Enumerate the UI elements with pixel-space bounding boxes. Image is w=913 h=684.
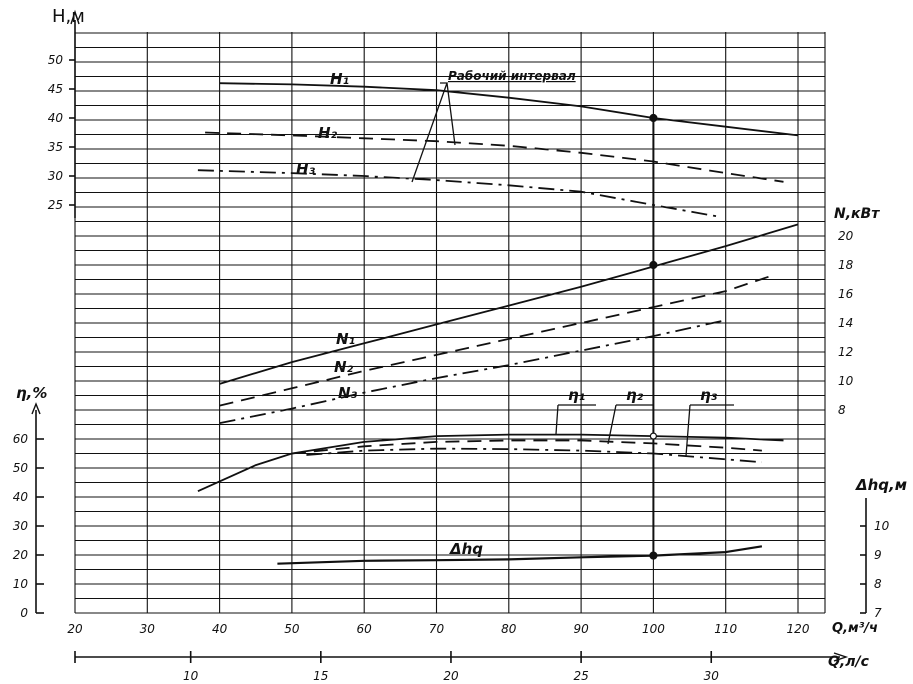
working-interval-pointer [411,82,456,183]
tick-label-h-50: 50 [48,53,64,67]
tick-label-x-50: 50 [284,622,300,636]
series-label-N3: N₃ [338,384,358,402]
tick-label-h-45: 45 [48,82,63,96]
axis-title-dh: Δhq,м [855,476,907,494]
operating-point-marker [649,113,658,123]
series-label-eta3: η₃ [700,386,718,404]
series-label-N1: N₁ [336,330,355,348]
tick-label-dh-7: 7 [874,606,882,620]
tick-label-eta-60: 60 [13,432,29,446]
tick-label-n-10: 10 [838,374,854,388]
tick-label-x-20: 20 [67,622,83,636]
axis-title-eta: η,% [16,384,47,402]
curve-eta3 [306,447,762,464]
tick-label-x2-15: 15 [313,669,328,683]
tick-label-eta-20: 20 [13,548,29,562]
tick-label-h-25: 25 [48,198,63,212]
tick-label-eta-40: 40 [13,490,29,504]
tick-label-x2-10: 10 [183,669,199,683]
tick-label-h-40: 40 [48,111,64,125]
tick-label-x2-30: 30 [704,669,720,683]
tick-label-x-100: 100 [642,622,665,636]
tick-label-dh-10: 10 [874,519,890,533]
tick-label-eta-50: 50 [13,461,29,475]
axis-title-h: Н,м [52,6,85,27]
axis-title-x2: Q,л/с [828,654,870,670]
curve-eta2 [291,439,762,455]
tick-label-n-16: 16 [838,287,854,301]
operating-point-marker [649,432,658,440]
series-label-eta2: η₂ [626,386,644,404]
axis-x2-arrow [833,652,849,662]
tick-label-x-60: 60 [357,622,373,636]
tick-label-n-14: 14 [838,316,853,330]
tick-label-eta-10: 10 [13,577,29,591]
series-label-H1: H₁ [330,70,349,88]
tick-label-x-120: 120 [787,622,810,636]
curve-H3 [197,169,719,218]
axes: 25 30 35 40 45 50 0 10 20 30 40 50 60 8 10 12 14 16 18 20 7 8… [13,9,890,683]
tick-label-n-20: 20 [838,229,854,243]
eta-leader-1 [555,404,596,435]
series-label-eta1: η₁ [568,386,585,404]
grid [74,32,826,614]
tick-label-dh-9: 9 [874,548,882,562]
operating-point-marker [649,551,658,560]
tick-label-x-110: 110 [714,622,737,636]
tick-label-x2-20: 20 [443,669,459,683]
eta-leader-2 [607,404,654,445]
annotation-working-range: Рабочий интервал [448,69,576,83]
tick-label-eta-30: 30 [13,519,29,533]
tick-label-dh-8: 8 [874,577,882,591]
curve-eta1 [197,433,784,493]
eta-leader-3 [685,404,734,457]
tick-label-x-30: 30 [140,622,156,636]
series-label-H2: H₂ [318,124,338,142]
tick-label-x-70: 70 [429,622,445,636]
curve-dhq [277,545,763,565]
axis-eta-arrow [31,402,41,415]
tick-label-h-30: 30 [48,169,64,183]
curve-H1 [219,82,799,137]
curve-H2 [205,131,784,183]
curve-N3 [219,319,726,424]
tick-label-n-8: 8 [838,403,846,417]
tick-label-n-12: 12 [838,345,853,359]
series-label-dhq: Δhq [449,540,483,558]
tick-label-x-80: 80 [501,622,517,636]
axis-title-x: Q,м³/ч [832,621,878,636]
series-label-N2: N₂ [334,358,354,376]
tick-label-x-40: 40 [212,622,228,636]
axis-title-n: N,кВт [834,206,880,222]
tick-label-x-90: 90 [573,622,589,636]
series-label-H3: H₃ [296,160,316,178]
curves [197,82,799,565]
tick-label-eta-0: 0 [20,606,28,620]
axis-h-arrow [70,9,80,25]
tick-label-n-18: 18 [838,258,854,272]
curve-N2 [219,275,770,407]
operating-point-marker [649,260,658,270]
tick-label-x2-25: 25 [573,669,588,683]
curve-N1 [219,223,799,385]
tick-label-h-35: 35 [48,140,63,154]
